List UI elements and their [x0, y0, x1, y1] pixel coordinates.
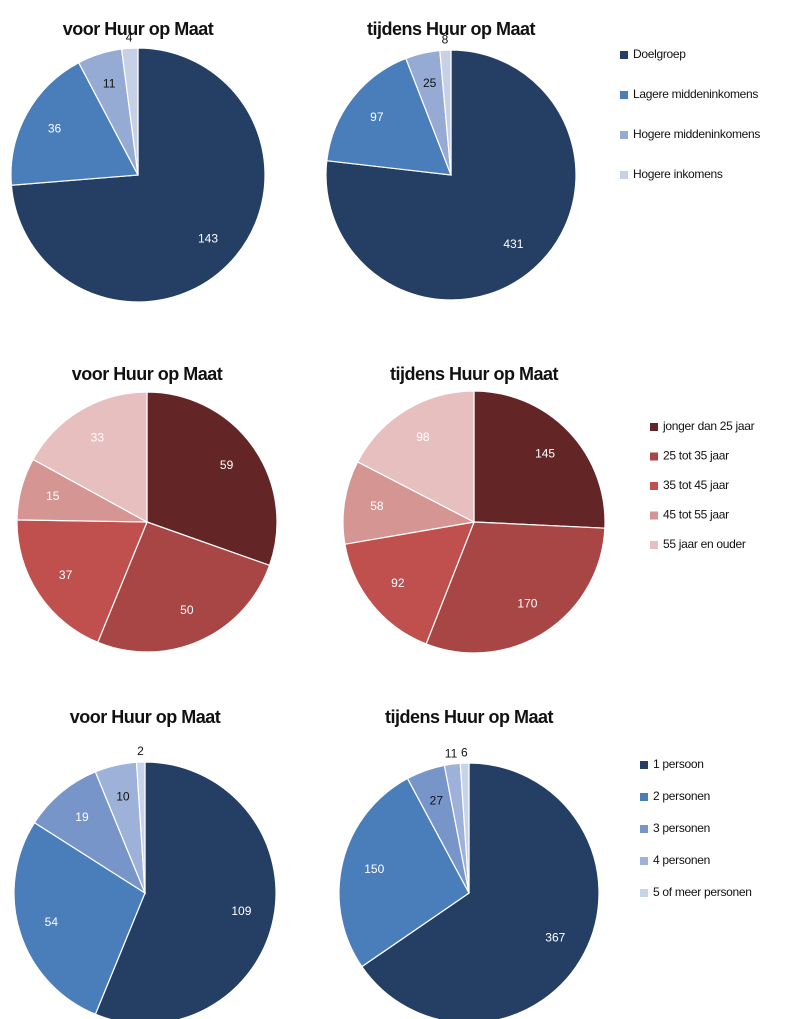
legend-swatch	[640, 761, 648, 769]
pie-title: tijdens Huur op Maat	[390, 364, 559, 384]
legend-swatch	[640, 793, 648, 801]
legend-swatch	[650, 541, 658, 549]
pie-slice	[32, 391, 148, 524]
data-label: 367	[545, 931, 565, 945]
pie-slice	[33, 770, 147, 895]
pie-title: voor Huur op Maat	[63, 19, 214, 39]
legend-swatch	[650, 511, 658, 520]
legend-swatch	[620, 91, 628, 99]
data-label: 92	[391, 576, 405, 590]
pie-slice	[94, 761, 277, 1019]
legend-swatch	[640, 857, 648, 865]
data-label: 54	[45, 915, 59, 929]
pie-slice	[356, 390, 475, 523]
pie-slice	[338, 777, 470, 968]
pie-slice	[473, 390, 606, 529]
data-label: 4	[126, 30, 133, 44]
data-label: 2	[137, 744, 144, 758]
legend-swatch	[650, 482, 658, 490]
legend-label: 55 jaar en ouder	[663, 537, 746, 551]
legend-swatch	[620, 171, 628, 179]
pie-slice	[13, 821, 146, 1016]
pie-slice	[146, 391, 278, 567]
data-label: 150	[364, 862, 384, 876]
data-label: 27	[430, 793, 444, 807]
pie-slice	[135, 761, 146, 894]
legend-label: Lagere middeninkomens	[633, 87, 758, 101]
data-label: 58	[370, 499, 384, 513]
legend-label: 2 personen	[653, 789, 710, 803]
data-label: 11	[103, 76, 116, 90]
legend-label: jonger dan 25 jaar	[662, 419, 755, 433]
data-label: 143	[198, 232, 218, 246]
data-label: 33	[91, 430, 105, 444]
data-label: 15	[46, 489, 60, 503]
data-label: 109	[231, 904, 251, 918]
data-label: 19	[75, 810, 89, 824]
legend-swatch	[640, 825, 648, 833]
data-label: 59	[220, 458, 234, 472]
pie-title: voor Huur op Maat	[70, 707, 221, 727]
pie-slice	[344, 521, 475, 645]
data-label: 37	[59, 568, 73, 582]
data-label: 36	[48, 121, 62, 135]
legend-label: Hogere middeninkomens	[633, 127, 760, 141]
legend-label: 5 of meer personen	[653, 885, 752, 899]
legend-label: 4 personen	[653, 853, 710, 867]
data-label: 50	[180, 603, 194, 617]
pie-slice	[459, 762, 470, 894]
pie-slice	[425, 521, 606, 654]
legend-label: Hogere inkomens	[633, 167, 723, 181]
data-label: 6	[461, 745, 468, 759]
data-label: 170	[517, 597, 537, 611]
data-label: 10	[116, 789, 130, 803]
pie-title: tijdens Huur op Maat	[367, 19, 536, 39]
data-label: 11	[445, 746, 458, 760]
legend-swatch	[640, 889, 648, 897]
data-label: 97	[370, 110, 384, 124]
data-label: 145	[535, 446, 555, 460]
legend-label: 45 tot 55 jaar	[663, 508, 729, 522]
legend-swatch	[650, 423, 658, 431]
pie-slice	[326, 57, 452, 176]
legend-label: 3 personen	[653, 821, 710, 835]
pie-slice	[439, 49, 452, 176]
legend-label: Doelgroep	[633, 47, 686, 61]
pie-title: voor Huur op Maat	[72, 364, 223, 384]
pie-slice	[361, 762, 600, 1019]
legend-swatch	[650, 452, 658, 461]
pie-title: tijdens Huur op Maat	[385, 707, 554, 727]
legend-label: 25 tot 35 jaar	[663, 449, 729, 463]
pie-slice	[16, 519, 148, 644]
pie-slice	[342, 461, 476, 545]
legend-label: 35 tot 45 jaar	[663, 478, 729, 492]
pie-slice	[120, 47, 139, 176]
pie-slice	[10, 61, 139, 186]
data-label: 98	[416, 430, 430, 444]
legend-label: 1 persoon	[653, 757, 704, 771]
legend-swatch	[620, 131, 628, 139]
pie-slice	[96, 521, 271, 653]
legend-swatch	[620, 51, 628, 59]
data-label: 8	[442, 32, 449, 46]
data-label: 431	[503, 237, 523, 251]
data-label: 25	[423, 76, 437, 90]
